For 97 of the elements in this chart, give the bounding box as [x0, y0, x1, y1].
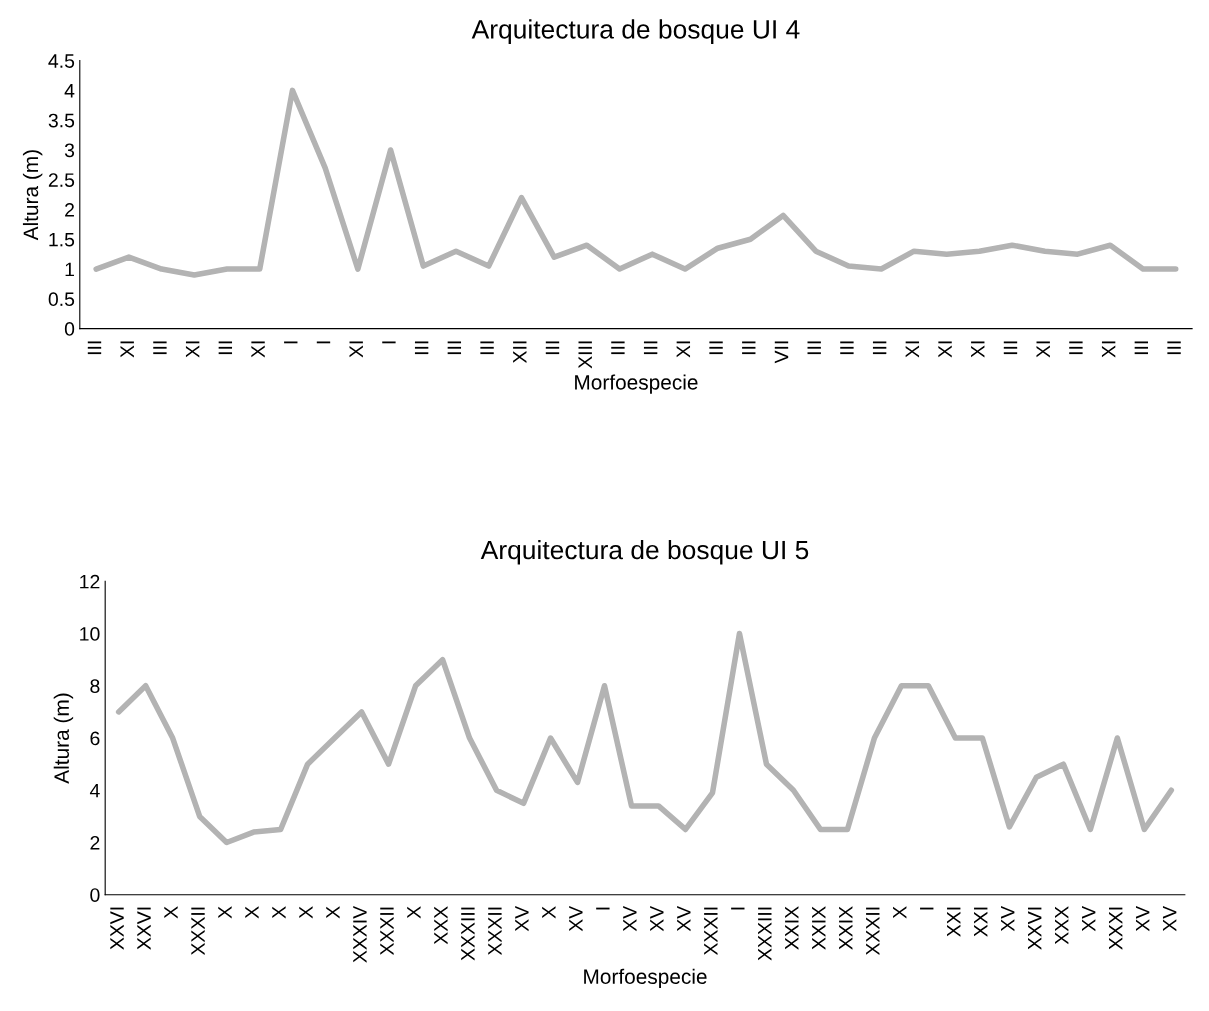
chart-title: Arquitectura de bosque UI 4 — [471, 19, 800, 44]
x-tick-label: X — [218, 906, 232, 919]
x-tick-label: XII — [513, 341, 527, 364]
x-tick-label: XI — [349, 341, 363, 358]
x-tick-label: XXVI — [1028, 907, 1042, 950]
x-tick-label: III — [1167, 341, 1181, 355]
y-tick-label: 0.5 — [48, 292, 75, 307]
y-tick-label: 1 — [65, 262, 74, 277]
x-tick-label: XXI — [974, 907, 988, 937]
y-tick-label: 12 — [80, 574, 100, 589]
x-tick-label: XXX — [434, 906, 448, 945]
x-tick-label: XXIX — [785, 906, 799, 950]
x-tick-label: I — [731, 907, 745, 910]
x-tick-label: XXXII — [488, 907, 502, 956]
x-tick-label: I — [920, 907, 934, 910]
x-tick-label: III — [480, 341, 494, 355]
x-tick-label: XV — [1082, 905, 1096, 932]
y-tick-label: 3 — [64, 143, 75, 158]
x-tick-label: I — [284, 341, 298, 344]
y-tick-label: 8 — [90, 679, 100, 694]
x-tick-label: XI — [251, 341, 265, 358]
x-tick-label: X — [299, 906, 313, 919]
x-tick-label: III — [153, 341, 167, 355]
x-tick-label: III — [643, 341, 658, 355]
x-tick-label: III — [840, 341, 854, 355]
x-tick-label: III — [414, 341, 429, 355]
x-tick-label: X — [407, 906, 421, 919]
x-tick-label: I — [596, 907, 610, 910]
x-axis-title: Morfoespecie — [584, 968, 707, 989]
x-tick-label: XXXII — [380, 907, 394, 956]
x-tick-label: III — [742, 341, 756, 355]
x-tick-label: III — [87, 341, 102, 355]
x-tick-label: III — [872, 341, 887, 355]
x-tick-label: XI — [120, 341, 134, 358]
x-tick-label: XXXII — [704, 907, 718, 956]
x-tick-label: III — [447, 341, 462, 355]
y-tick-label: 10 — [80, 627, 100, 641]
x-tick-label: XV — [569, 905, 583, 932]
x-tick-label: XI — [1036, 341, 1050, 358]
y-tick-label: 4 — [89, 783, 100, 798]
y-tick-label: 1.5 — [49, 232, 75, 247]
x-tick-label: III — [1134, 341, 1149, 355]
x-tick-label: XXXII — [866, 907, 880, 956]
x-tick-label: XI — [185, 341, 200, 358]
x-tick-label: III — [709, 341, 723, 355]
y-tick-label: 3.5 — [48, 113, 75, 128]
x-tick-label: VII — [774, 341, 789, 364]
x-tick-label: XIII — [578, 341, 592, 369]
y-tick-label: 2 — [65, 202, 74, 217]
x-tick-label: X — [245, 906, 259, 919]
x-tick-label: III — [218, 341, 233, 355]
x-tick-label: X — [326, 906, 340, 919]
x-tick-label: XV — [1001, 905, 1015, 932]
x-tick-label: III — [1069, 341, 1083, 355]
x-tick-label: X — [164, 906, 178, 919]
x-tick-label: XXXIV — [353, 905, 367, 963]
x-tick-label: XXXI — [1108, 907, 1123, 950]
x-tick-label: XXI — [947, 907, 961, 937]
x-tick-label: I — [316, 341, 331, 344]
x-tick-label: XV — [1162, 905, 1177, 932]
x-tick-label: X — [542, 906, 556, 919]
x-tick-label: XV — [1135, 905, 1150, 932]
y-axis-title: Altura (m) — [53, 693, 74, 784]
x-tick-label: XXVI — [110, 907, 124, 950]
y-tick-label: 2 — [90, 835, 100, 850]
y-tick-label: 0 — [64, 322, 75, 336]
x-tick-label: XI — [1101, 341, 1116, 358]
x-tick-label: III — [1003, 341, 1018, 355]
x-tick-label: XXIX — [839, 906, 853, 950]
y-tick-label: 2.5 — [48, 173, 75, 187]
x-tick-label: XXX — [1055, 906, 1069, 945]
x-tick-label: III — [611, 341, 625, 355]
y-axis-title: Altura (m) — [22, 150, 43, 241]
x-tick-label: III — [807, 341, 821, 355]
x-tick-label: XI — [971, 341, 985, 358]
x-tick-label: XV — [650, 905, 664, 932]
x-tick-label: XXIX — [812, 906, 826, 950]
x-axis-title: Morfoespecie — [575, 374, 698, 394]
x-tick-label: XI — [676, 341, 691, 358]
y-tick-label: 0 — [90, 888, 100, 902]
x-tick-label: I — [382, 341, 396, 344]
x-tick-label: XV — [677, 905, 691, 932]
x-tick-label: XXXIII — [758, 907, 772, 961]
x-tick-label: X — [272, 906, 286, 919]
x-tick-label: XV — [623, 905, 637, 932]
x-tick-label: X — [893, 906, 907, 919]
x-tick-label: XI — [905, 341, 920, 358]
chart-title: Arquitectura de bosque UI 5 — [480, 539, 809, 565]
x-tick-label: XI — [938, 341, 952, 358]
x-tick-label: XXXII — [191, 907, 205, 956]
y-tick-label: 4.5 — [48, 54, 75, 68]
x-tick-label: XXXIII — [461, 907, 475, 961]
x-tick-label: XV — [515, 905, 529, 932]
x-tick-label: XXVI — [137, 907, 151, 950]
y-tick-label: 6 — [90, 731, 100, 746]
y-tick-label: 4 — [64, 84, 75, 98]
x-tick-label: III — [545, 341, 560, 355]
